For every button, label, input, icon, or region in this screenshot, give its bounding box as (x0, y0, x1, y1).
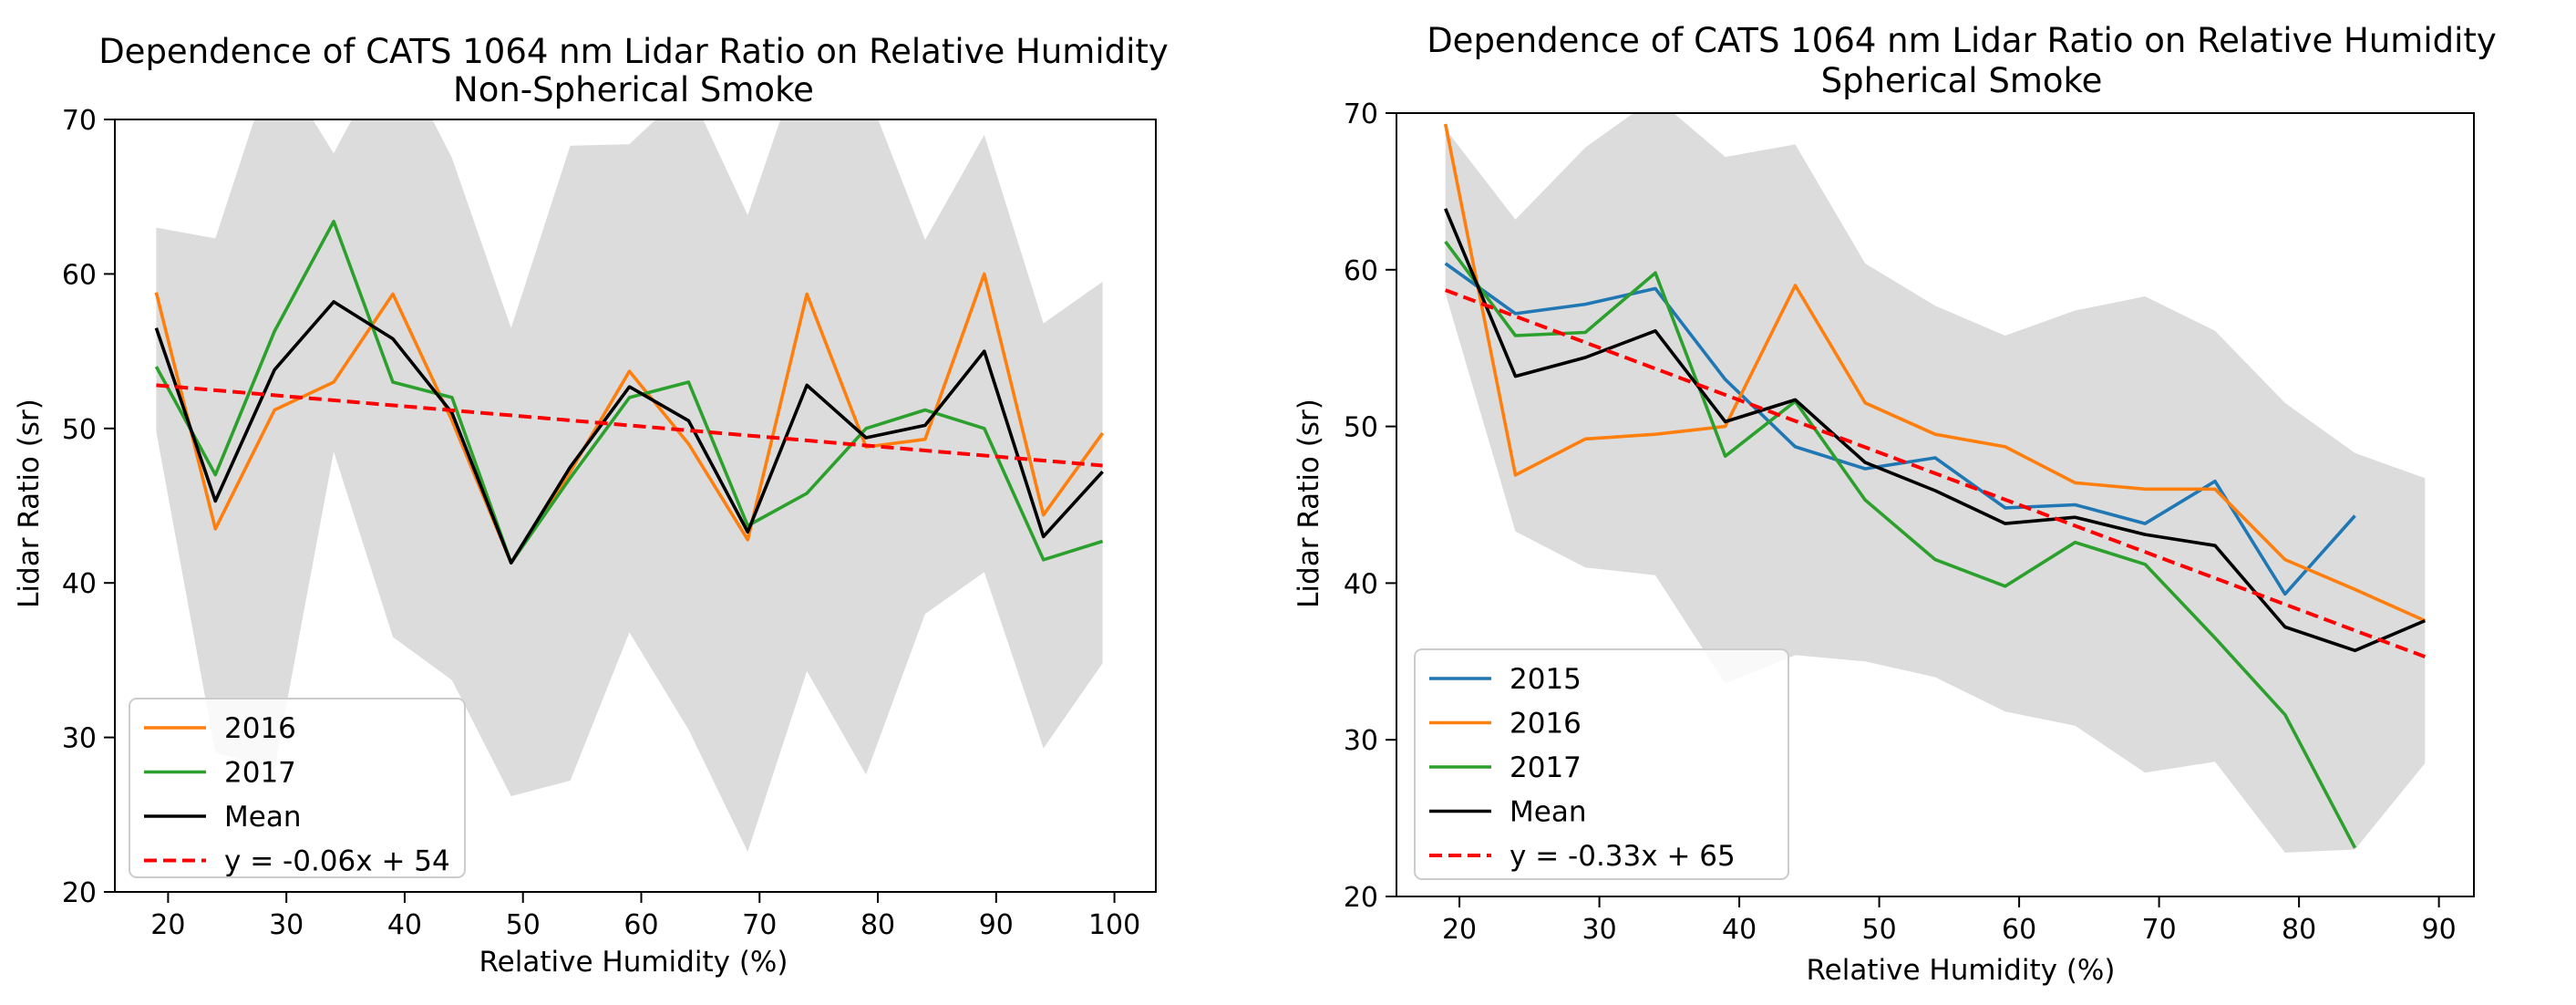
chart-title: Dependence of CATS 1064 nm Lidar Ratio o… (98, 32, 1169, 71)
series-line-mean (154, 300, 1104, 565)
spread-band (1445, 113, 2426, 853)
plot-area (1443, 113, 2427, 853)
x-tick-label: 80 (860, 909, 895, 941)
y-tick-label: 30 (1344, 725, 1378, 757)
x-tick-label: 70 (742, 909, 777, 941)
x-tick-label: 50 (506, 909, 541, 941)
legend-entry-label: 2015 (1510, 663, 1582, 696)
x-tick-label: 30 (269, 909, 304, 941)
x-tick-label: 50 (1862, 914, 1897, 946)
y-tick-label: 50 (1344, 412, 1378, 444)
x-tick-label: 30 (1582, 914, 1616, 946)
legend-box (129, 698, 466, 878)
chart-title: Dependence of CATS 1064 nm Lidar Ratio o… (1427, 21, 2497, 60)
series-line-2017 (154, 220, 1104, 565)
x-tick-label: 80 (2282, 914, 2316, 946)
legend: 2015 2016 2017 Mean y = -0.33x + 65 (1414, 648, 1789, 880)
y-tick-label: 30 (62, 723, 97, 755)
x-tick-label: 40 (387, 909, 422, 941)
x-tick-label: 90 (2422, 914, 2457, 946)
x-tick-label: 100 (1088, 909, 1140, 941)
legend-box (1414, 648, 1789, 880)
x-tick-label: 70 (2142, 914, 2177, 946)
x-tick-label: 90 (979, 909, 1014, 941)
legend-entry-label: 2017 (1510, 751, 1582, 784)
legend-entry-label: y = -0.06x + 54 (224, 845, 450, 878)
y-axis-label: Lidar Ratio (sr) (1293, 399, 1325, 608)
y-tick-label: 20 (62, 877, 97, 909)
series-line-mean (1444, 208, 2427, 653)
legend-entry-label: 2016 (1510, 708, 1582, 741)
x-tick-label: 20 (150, 909, 185, 941)
plot-area (154, 119, 1105, 852)
legend-entry-label: Mean (224, 801, 301, 834)
legend: 2016 2017 Mean y = -0.06x + 54 (129, 698, 466, 878)
x-axis-label: Relative Humidity (%) (479, 946, 788, 979)
legend-entry-label: Mean (1510, 796, 1586, 829)
x-tick-label: 60 (623, 909, 658, 941)
legend-entry-label: y = -0.33x + 65 (1510, 840, 1736, 873)
y-tick-label: 60 (1344, 255, 1378, 287)
y-tick-label: 40 (1344, 568, 1378, 600)
y-tick-label: 50 (62, 414, 97, 446)
x-axis-label: Relative Humidity (%) (1807, 954, 2116, 987)
spread-band (156, 119, 1103, 852)
y-axis-label: Lidar Ratio (sr) (13, 399, 46, 608)
x-tick-label: 60 (2002, 914, 2036, 946)
chart-spherical-smoke: Dependence of CATS 1064 nm Lidar Ratio o… (1293, 21, 2497, 987)
series-line-2017 (1444, 240, 2357, 849)
y-tick-label: 70 (62, 105, 97, 137)
plot-frame (1396, 112, 2475, 897)
trend-line (156, 383, 1103, 468)
y-tick-label: 20 (1344, 882, 1378, 914)
y-tick-label: 70 (1344, 98, 1378, 130)
chart-subtitle: Spherical Smoke (1821, 61, 2103, 100)
chart-non-spherical-smoke: Dependence of CATS 1064 nm Lidar Ratio o… (13, 32, 1169, 979)
trend-line (1444, 288, 2427, 658)
y-tick-label: 60 (62, 259, 97, 291)
legend-entry-label: 2016 (224, 712, 296, 745)
x-tick-label: 40 (1722, 914, 1757, 946)
series-line-2016 (154, 272, 1105, 565)
x-tick-label: 20 (1442, 914, 1477, 946)
plot-frame (114, 119, 1157, 893)
y-tick-label: 40 (62, 568, 97, 600)
series-line-2016 (1443, 123, 2427, 623)
legend-entry-label: 2017 (224, 757, 296, 790)
chart-subtitle: Non-Spherical Smoke (453, 70, 814, 109)
